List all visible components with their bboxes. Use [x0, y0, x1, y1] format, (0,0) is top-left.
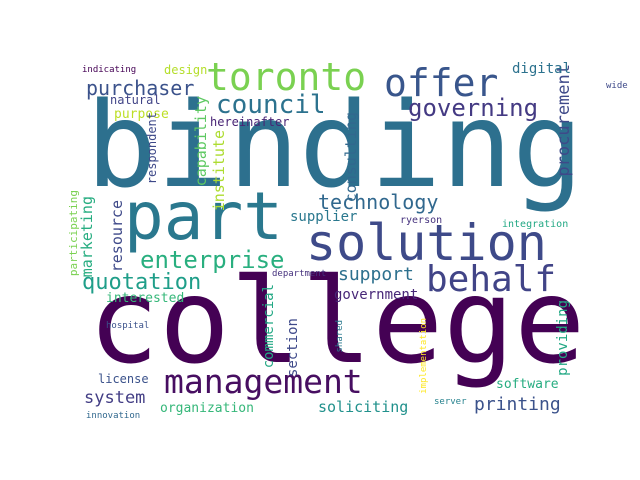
word-supplier: supplier — [290, 209, 358, 225]
word-soliciting: soliciting — [318, 398, 409, 416]
word-respondent: respondent — [145, 112, 159, 185]
word-quotation: quotation — [82, 270, 202, 295]
word-natural: natural — [110, 93, 161, 107]
word-management: management — [164, 362, 363, 401]
word-offer: offer — [384, 61, 499, 105]
word-binding: binding — [86, 76, 584, 214]
word-providing: providing — [555, 300, 571, 376]
word-hospital: hospital — [106, 321, 150, 331]
word-department: department — [272, 269, 327, 279]
word-purpose: purpose — [114, 107, 169, 122]
word-license: license — [98, 372, 149, 386]
word-college: college — [88, 252, 586, 390]
word-institute: institute — [210, 130, 228, 212]
word-implementation: implementation — [419, 318, 429, 394]
word-participating: participating — [67, 190, 80, 277]
word-digital: digital — [512, 61, 572, 77]
word-consulting: consulting — [342, 112, 360, 203]
word-marketing: marketing — [78, 196, 96, 278]
word-capability: capability — [192, 96, 210, 187]
word-government: government — [334, 287, 419, 303]
word-design: design — [164, 63, 208, 77]
word-organization: organization — [160, 401, 254, 416]
word-solution: solution — [306, 214, 547, 272]
word-governing: governing — [408, 94, 539, 122]
word-procurement: procurement — [554, 64, 574, 177]
word-wide: wide — [606, 81, 628, 91]
word-server: server — [434, 397, 467, 407]
word-council: council — [216, 90, 326, 120]
word-software: software — [496, 377, 559, 392]
word-shared: shared — [335, 320, 345, 353]
word-innovation: innovation — [86, 411, 141, 421]
word-indicating: indicating — [82, 65, 137, 75]
word-section: section — [285, 318, 301, 378]
word-resource: resource — [108, 200, 126, 273]
word-interested: interested — [106, 291, 185, 306]
word-commercial: commercial — [261, 284, 277, 369]
word-integration: integration — [502, 219, 569, 230]
word-system: system — [84, 388, 146, 408]
word-hereinafter: hereinafter — [210, 115, 290, 129]
word-toronto: toronto — [206, 55, 367, 99]
word-technology: technology — [318, 190, 439, 214]
word-part: part — [124, 178, 283, 255]
word-behalf: behalf — [426, 259, 557, 300]
word-enterprise: enterprise — [140, 246, 285, 274]
word-purchaser: purchaser — [86, 76, 195, 100]
word-ryerson: ryerson — [400, 215, 443, 226]
word-support: support — [338, 264, 414, 285]
word-printing: printing — [474, 394, 561, 415]
